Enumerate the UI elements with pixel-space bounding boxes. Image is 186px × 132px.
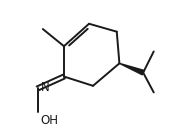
Text: N: N	[41, 81, 50, 94]
Text: OH: OH	[41, 114, 59, 126]
Polygon shape	[119, 63, 144, 75]
